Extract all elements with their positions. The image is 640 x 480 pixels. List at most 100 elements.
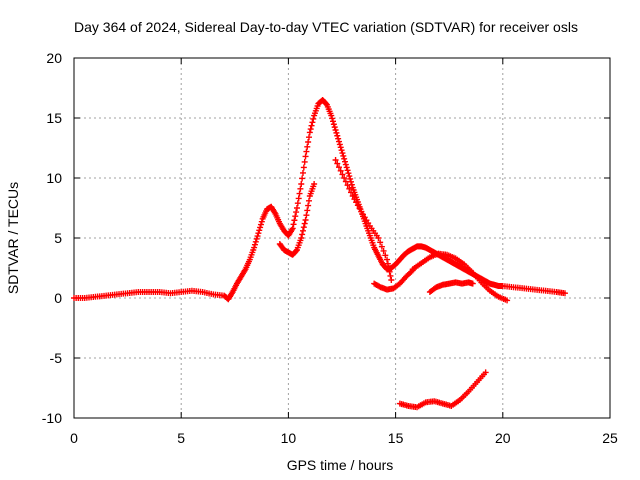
- data-point: [341, 175, 348, 181]
- data-point: [356, 205, 363, 212]
- y-tick-label: 0: [54, 290, 62, 306]
- x-tick-label: 20: [495, 430, 511, 446]
- data-point: [338, 147, 345, 154]
- data-point: [308, 122, 315, 129]
- data-point: [296, 190, 303, 197]
- data-point: [332, 157, 339, 163]
- data-point: [335, 138, 342, 145]
- data-point: [297, 185, 304, 192]
- y-tick-label: -10: [42, 410, 62, 426]
- data-point: [299, 227, 306, 234]
- data-point: [300, 164, 307, 171]
- data-point: [294, 200, 301, 207]
- data-point: [347, 175, 354, 182]
- data-point: [561, 290, 568, 297]
- series-branch-a: [276, 181, 318, 258]
- x-tick-label: 15: [388, 430, 404, 446]
- data-point: [301, 220, 308, 227]
- data-point: [344, 182, 351, 189]
- data-point: [253, 235, 260, 242]
- data-point: [323, 100, 330, 107]
- data-point: [377, 239, 384, 246]
- data-point: [334, 132, 341, 139]
- data-point: [298, 181, 305, 187]
- data-point: [334, 160, 341, 167]
- data-point: [384, 260, 391, 267]
- y-tick-label: 20: [46, 50, 62, 66]
- data-point: [348, 178, 355, 185]
- data-point: [298, 235, 305, 241]
- x-tick-label: 25: [602, 430, 618, 446]
- series-branch-d: [409, 250, 511, 304]
- data-point: [337, 144, 344, 151]
- data-point: [300, 224, 307, 231]
- data-point: [293, 209, 300, 216]
- data-point: [346, 173, 353, 180]
- data-point: [299, 231, 306, 238]
- data-point: [330, 121, 337, 128]
- data-point: [387, 272, 394, 279]
- data-point: [303, 212, 310, 219]
- data-point: [328, 112, 335, 119]
- data-point: [339, 171, 346, 178]
- data-point: [332, 127, 339, 133]
- gridlines: [74, 58, 610, 418]
- data-point: [252, 238, 259, 245]
- data-point: [292, 213, 299, 220]
- data-point: [256, 227, 263, 234]
- x-tick-label: 10: [281, 430, 297, 446]
- data-point: [251, 244, 258, 251]
- data-point: [299, 175, 306, 182]
- data-point: [341, 155, 348, 162]
- data-point: [342, 178, 349, 185]
- x-tick-label: 5: [177, 430, 185, 446]
- series-lower: [396, 369, 489, 411]
- data-point: [382, 252, 389, 259]
- data-point: [375, 235, 382, 241]
- data-point: [311, 181, 318, 187]
- data-point: [384, 256, 391, 263]
- data-point: [293, 247, 300, 254]
- data-point: [255, 230, 262, 237]
- data-point: [305, 202, 312, 209]
- data-point: [305, 139, 312, 145]
- data-point: [351, 196, 358, 203]
- data-point: [302, 217, 309, 223]
- data-point: [469, 280, 476, 287]
- data-point: [295, 195, 302, 202]
- series-secondary: [426, 279, 476, 295]
- data-point: [306, 129, 313, 136]
- data-point: [343, 164, 350, 171]
- data-point: [307, 126, 314, 133]
- x-axis-label: GPS time / hours: [287, 457, 394, 473]
- data-point: [336, 141, 343, 148]
- data-point: [345, 170, 352, 177]
- data-point: [299, 169, 306, 176]
- data-point: [385, 264, 392, 271]
- data-point: [254, 233, 261, 240]
- data-point: [342, 161, 349, 168]
- axis-ticks: 0 5 10 15 20 25 -10 -5 0 5 10 15 20: [42, 50, 618, 446]
- data-point: [291, 217, 298, 224]
- data-point: [504, 297, 511, 304]
- data-point: [310, 115, 317, 122]
- data-point: [301, 158, 308, 165]
- data-point: [378, 243, 385, 250]
- data-point: [482, 369, 489, 376]
- series-main: [71, 97, 568, 303]
- data-point: [333, 129, 340, 136]
- data-point: [342, 158, 349, 165]
- data-point: [329, 115, 336, 122]
- data-point: [304, 207, 311, 214]
- data-point: [290, 221, 297, 228]
- data-point: [344, 167, 351, 174]
- data-point: [251, 241, 258, 248]
- data-point: [339, 150, 346, 157]
- data-point: [257, 224, 264, 231]
- y-axis-label: SDTVAR / TECUs: [5, 182, 21, 294]
- data-point: [304, 143, 311, 150]
- y-tick-label: 10: [46, 170, 62, 186]
- data-point: [329, 118, 336, 125]
